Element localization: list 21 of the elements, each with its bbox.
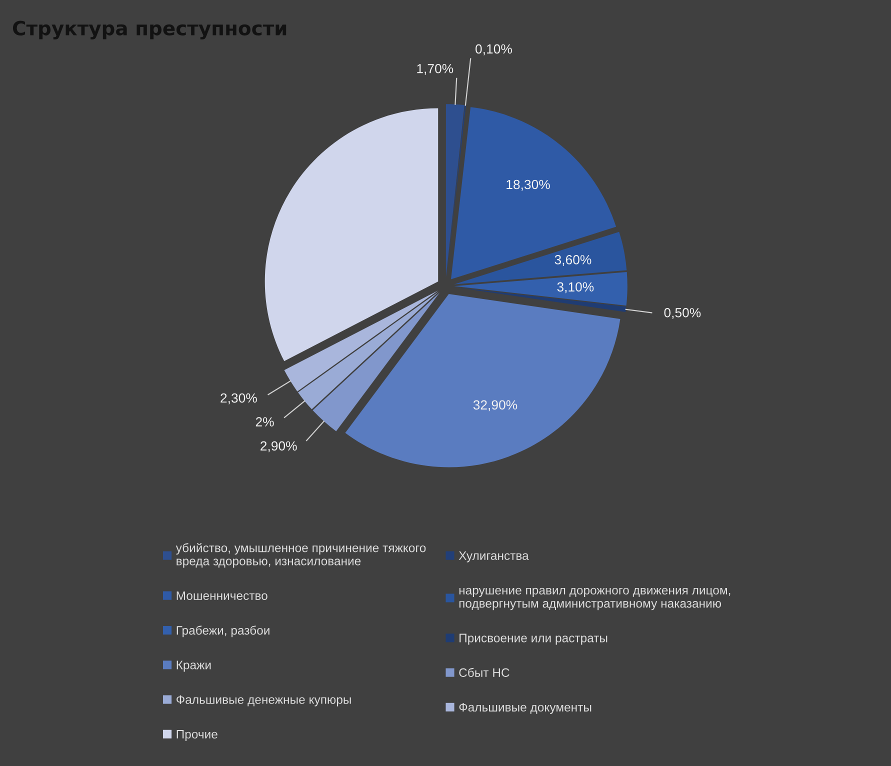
data-label: 2,30%	[220, 393, 257, 404]
legend-label: убийство, умышленное причинение тяжкого вреда здоровью, изнасилование	[176, 543, 426, 568]
legend-label: Грабежи, разбои	[176, 626, 270, 638]
data-label: 18,30%	[506, 180, 550, 191]
data-label: 0,50%	[664, 308, 701, 319]
data-label: 3,60%	[554, 255, 592, 266]
data-label: 3,10%	[557, 282, 594, 294]
data-label: 2%	[256, 417, 274, 426]
legend-label: Прочие	[176, 730, 218, 741]
legend-label: нарушение правил дорожного движения лицом, подвергнутым административному наказанию	[459, 588, 730, 610]
legend-label: Сбыт НС	[459, 668, 510, 677]
legend-label: Фальшивые документы	[459, 702, 592, 714]
data-label: 0,10%	[476, 44, 512, 56]
data-label: 2,90%	[260, 441, 297, 452]
legend-label: Мошенничество	[176, 591, 268, 600]
legend-label: Присвоение или растраты	[460, 634, 608, 645]
data-label: 32,90%	[473, 400, 518, 412]
data-label: 1,70%	[417, 64, 454, 75]
legend-label: Фальшивые денежные купюры	[176, 695, 351, 706]
legend-label: Кражи	[176, 660, 211, 672]
legend-label: Хулиганства	[458, 551, 529, 562]
